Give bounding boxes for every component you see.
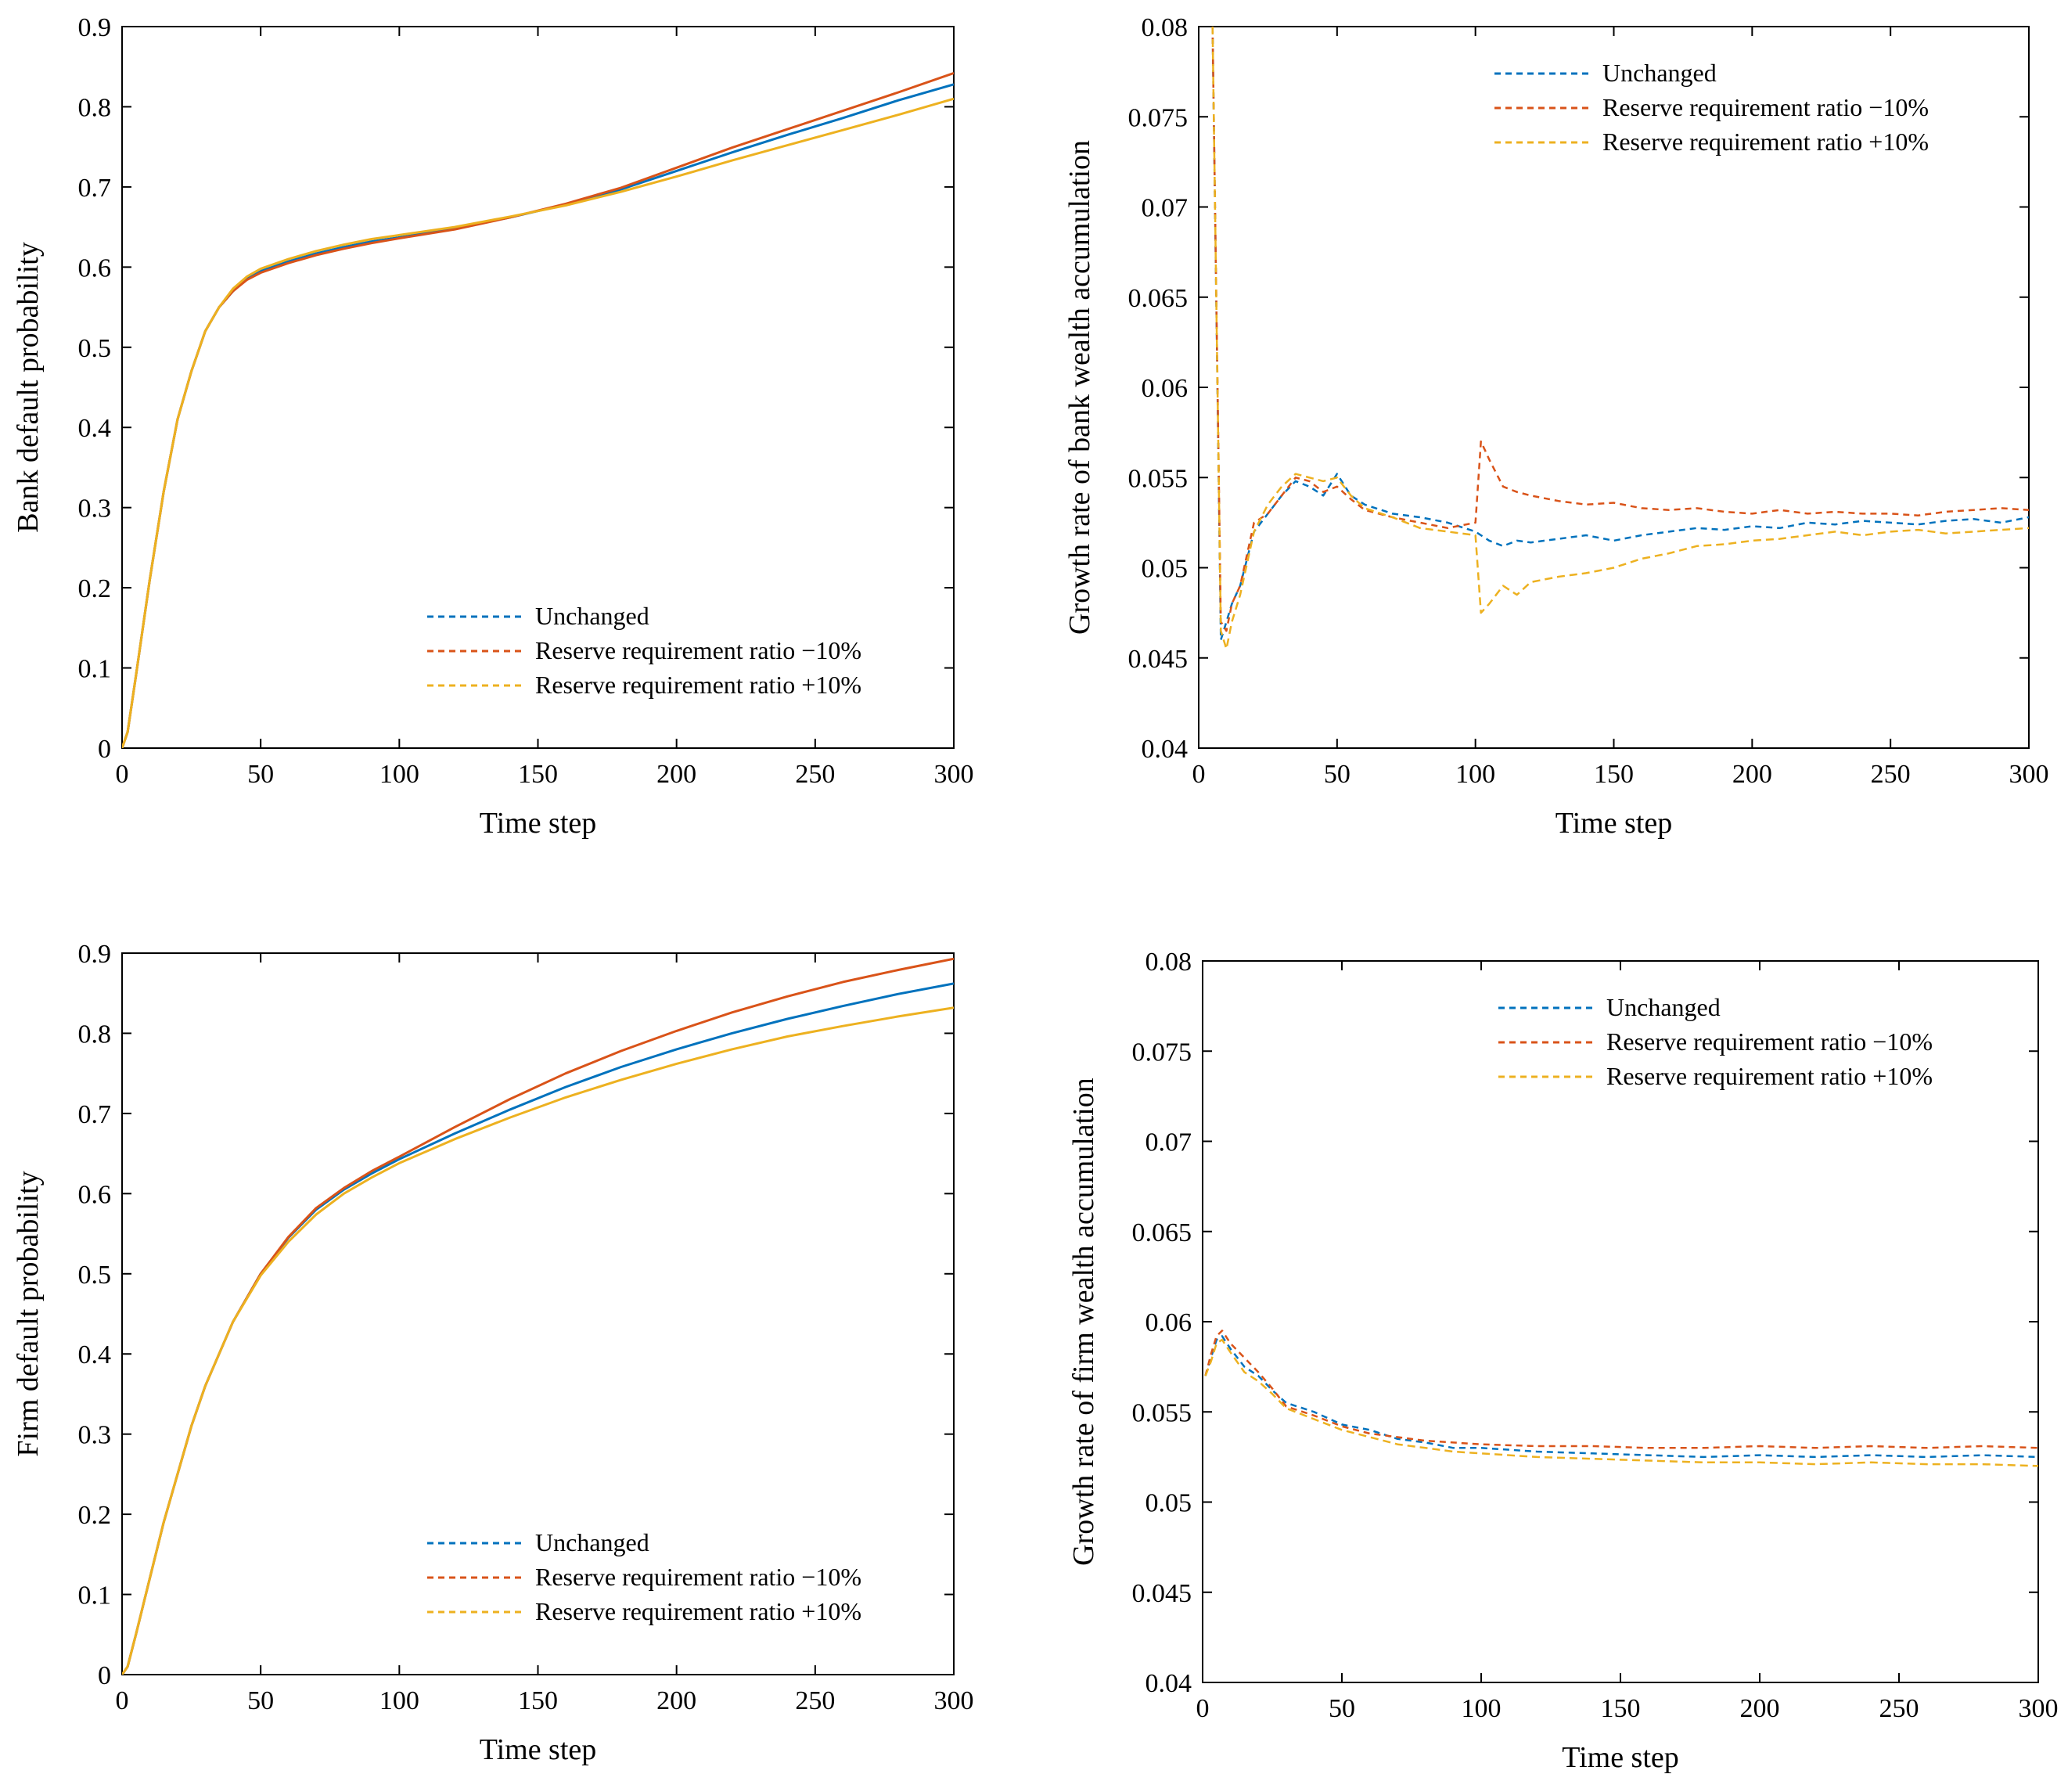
y-tick-label: 0.05 <box>1142 555 1189 584</box>
x-tick-label: 200 <box>1740 1694 1780 1723</box>
y-tick-label: 0.2 <box>78 574 112 603</box>
x-tick-label: 0 <box>1192 760 1206 789</box>
x-tick-label: 0 <box>116 1686 129 1715</box>
y-tick-label: 0.6 <box>78 254 112 282</box>
y-axis-label: Bank default probability <box>12 242 45 532</box>
x-tick-label: 150 <box>1601 1694 1641 1723</box>
x-tick-label: 50 <box>1329 1694 1355 1723</box>
y-tick-label: 0.4 <box>78 1340 112 1369</box>
x-tick-label: 150 <box>518 760 558 789</box>
y-tick-label: 0.065 <box>1132 1218 1192 1247</box>
x-tick-label: 100 <box>1455 760 1495 789</box>
legend-label: Unchanged <box>535 602 649 630</box>
y-axis-label: Firm default probability <box>12 1171 45 1456</box>
legend-label: Reserve requirement ratio +10% <box>535 671 861 699</box>
y-tick-label: 0.5 <box>78 1261 112 1290</box>
y-tick-label: 0.9 <box>78 13 112 42</box>
x-tick-label: 300 <box>2009 760 2049 789</box>
y-axis-label: Growth rate of firm wealth accumulation <box>1067 1078 1100 1566</box>
y-tick-label: 0.1 <box>78 1581 112 1610</box>
series-line-rrr_plus <box>1211 27 2029 650</box>
x-tick-label: 100 <box>379 760 419 789</box>
y-tick-label: 0.055 <box>1132 1398 1192 1427</box>
y-tick-label: 0.06 <box>1142 374 1189 403</box>
series-line-unchanged <box>1211 27 2029 641</box>
bank-growth-panel: 0 50 100 150 200 250 300 0.04 0.045 0.05 0.055 0.06… <box>1063 13 2049 840</box>
x-tick-label: 50 <box>1324 760 1350 789</box>
x-axis-label: Time step <box>480 1733 597 1766</box>
y-tick-label: 0.08 <box>1142 13 1189 42</box>
legend-label: Reserve requirement ratio +10% <box>1602 128 1929 156</box>
y-tick-label: 0.7 <box>78 1100 112 1129</box>
legend-label: Unchanged <box>535 1528 649 1556</box>
y-tick-label: 0 <box>98 735 111 764</box>
y-tick-label: 0.5 <box>78 334 112 363</box>
y-tick-label: 0.05 <box>1145 1489 1192 1518</box>
x-tick-label: 200 <box>656 760 696 789</box>
x-tick-label: 50 <box>247 1686 274 1715</box>
y-tick-label: 0.9 <box>78 940 112 969</box>
x-tick-label: 250 <box>795 760 835 789</box>
firm-default-panel: 0 50 100 150 200 250 300 0 0.1 0.2 0.3 0.4 0.5 0.6 0.7… <box>12 940 974 1766</box>
y-tick-label: 0.04 <box>1142 735 1189 764</box>
x-tick-label: 200 <box>1732 760 1772 789</box>
legend-label: Reserve requirement ratio −10% <box>535 1563 861 1591</box>
legend-label: Reserve requirement ratio +10% <box>535 1597 861 1625</box>
x-axis-label: Time step <box>1562 1741 1679 1774</box>
y-tick-label: 0.07 <box>1142 194 1189 223</box>
y-tick-label: 0.3 <box>78 495 112 524</box>
legend-label: Reserve requirement ratio −10% <box>535 636 861 664</box>
series-line-rrr_minus <box>1211 27 2029 632</box>
y-tick-label: 0.08 <box>1145 948 1192 977</box>
x-tick-label: 100 <box>379 1686 419 1715</box>
legend-label: Reserve requirement ratio +10% <box>1606 1062 1933 1090</box>
firm-growth-panel: 0 50 100 150 200 250 300 0.04 0.045 0.05 0.055 0.06… <box>1067 948 2059 1774</box>
x-tick-label: 300 <box>934 1686 974 1715</box>
x-tick-label: 300 <box>2019 1694 2059 1723</box>
legend-label: Reserve requirement ratio −10% <box>1602 93 1929 121</box>
x-tick-label: 100 <box>1462 1694 1502 1723</box>
y-tick-label: 0.07 <box>1145 1128 1192 1157</box>
x-tick-label: 50 <box>247 760 274 789</box>
x-tick-label: 150 <box>518 1686 558 1715</box>
x-tick-label: 0 <box>116 760 129 789</box>
legend-label: Unchanged <box>1606 993 1721 1021</box>
x-tick-label: 250 <box>1879 1694 1919 1723</box>
series-line-rrr_plus <box>122 1006 954 1675</box>
y-tick-label: 0.045 <box>1128 645 1189 674</box>
y-tick-label: 0.2 <box>78 1501 112 1530</box>
y-tick-label: 0.045 <box>1132 1579 1192 1608</box>
y-tick-label: 0.075 <box>1132 1038 1192 1067</box>
y-tick-label: 0.04 <box>1145 1669 1192 1698</box>
x-axis-label: Time step <box>480 807 597 840</box>
bank-default-panel: 0 50 100 150 200 250 300 0 0.1 0.2 0.3 0.4 0.5 0.6 0.7… <box>12 13 974 840</box>
series-line-rrr_plus <box>122 97 954 748</box>
x-tick-label: 250 <box>1871 760 1911 789</box>
y-tick-label: 0.055 <box>1128 464 1189 493</box>
y-tick-label: 0.06 <box>1145 1308 1192 1337</box>
x-tick-label: 250 <box>795 1686 835 1715</box>
legend-label: Unchanged <box>1602 59 1717 87</box>
y-tick-label: 0.4 <box>78 414 112 443</box>
x-tick-label: 150 <box>1594 760 1634 789</box>
series-line-rrr_plus <box>1204 1338 2038 1467</box>
legend-label: Reserve requirement ratio −10% <box>1606 1027 1933 1056</box>
x-tick-label: 300 <box>934 760 974 789</box>
y-tick-label: 0.1 <box>78 655 112 684</box>
y-tick-label: 0.6 <box>78 1180 112 1209</box>
x-axis-label: Time step <box>1555 807 1673 840</box>
y-tick-label: 0.8 <box>78 93 112 122</box>
y-tick-label: 0.3 <box>78 1421 112 1450</box>
y-tick-label: 0.065 <box>1128 284 1189 313</box>
x-tick-label: 0 <box>1196 1694 1210 1723</box>
y-tick-label: 0.075 <box>1128 103 1189 132</box>
x-tick-label: 200 <box>656 1686 696 1715</box>
series-line-unchanged <box>1204 1335 2038 1459</box>
y-tick-label: 0.7 <box>78 174 112 203</box>
y-tick-label: 0 <box>98 1661 111 1690</box>
y-axis-label: Growth rate of bank wealth accumulation <box>1063 140 1096 635</box>
series-line-rrr_minus <box>1204 1330 2038 1449</box>
y-tick-label: 0.8 <box>78 1020 112 1049</box>
